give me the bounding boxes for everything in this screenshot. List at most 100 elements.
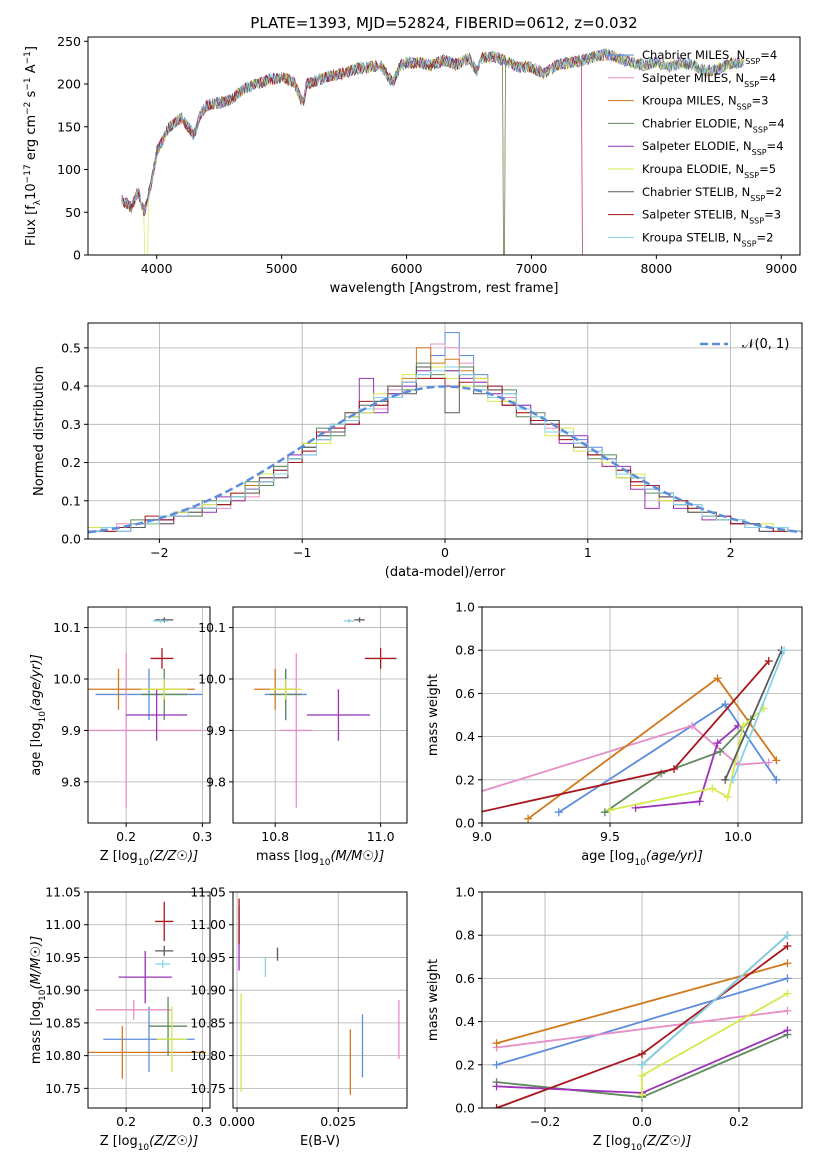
y-tick-label: 11.00 (190, 917, 226, 932)
y-axis-label: mass weight (426, 674, 441, 756)
weight-marker (772, 756, 781, 765)
x-axis-label: E(B-V) (300, 1134, 340, 1149)
x-tick-label: 0.025 (320, 1114, 356, 1129)
weight-marker (764, 758, 773, 767)
x-tick-label: 0.2 (116, 1114, 136, 1129)
weight-marker (492, 1082, 501, 1091)
weight-marker (492, 1060, 501, 1069)
axes-frame (232, 891, 408, 1109)
y-tick-label: 0.2 (61, 455, 81, 470)
panel-4: 9.0 9.5 10.0 0.0 0.2 0.4 0.6 0.8 1.0 age [log10(a… (426, 600, 803, 868)
y-tick-label: 50 (65, 205, 81, 220)
weight-marker (670, 765, 678, 773)
y-tick-label: 9.8 (206, 774, 226, 789)
panel-6: 0.000 0.025 10.75 10.80 10.85 10.90 10.95 11.00… (190, 885, 408, 1149)
y-tick-label: 0.6 (455, 686, 475, 701)
y-tick-label: 0.4 (61, 379, 81, 394)
weight-marker (783, 942, 792, 950)
weight-line (641, 934, 789, 1066)
panel-5: 0.2 0.3 10.75 10.80 10.85 10.90 10.95 11.00 11.0… (29, 885, 212, 1154)
x-axis-label: age [log10(age/yr)] (581, 849, 703, 868)
weight-marker (783, 989, 792, 998)
weight-marker (492, 1039, 501, 1048)
normal-curve (88, 385, 802, 534)
x-axis-label: (data-model)/error (385, 565, 506, 580)
panel-3: 10.8 11.0 9.8 9.9 10.0 10.1 mass [log10(M/M☉)] (198, 606, 408, 868)
x-tick-label: −0.2 (530, 1114, 560, 1129)
x-axis-label: Z [log10(Z/Z☉)] (100, 1134, 198, 1153)
y-tick-label: 10.90 (45, 983, 81, 998)
axes-frame (87, 606, 211, 824)
weight-marker (728, 775, 737, 784)
y-tick-label: 9.8 (61, 774, 81, 789)
y-tick-label: 0.4 (455, 729, 475, 744)
spectrum-line (121, 51, 744, 255)
y-tick-label: 0.8 (455, 643, 475, 658)
x-tick-label: 0.2 (116, 829, 136, 844)
y-tick-label: 0.0 (61, 532, 81, 547)
x-tick-label: 0.2 (729, 1114, 749, 1129)
legend-label: Chabrier ELODIE, NSSP=4 (642, 116, 785, 133)
y-tick-label: 10.0 (198, 672, 226, 687)
histogram-step (88, 366, 802, 532)
weight-marker (780, 646, 789, 655)
weight-line (558, 702, 778, 813)
weight-marker (783, 974, 792, 983)
y-tick-label: 10.1 (53, 620, 81, 635)
plot-area (88, 323, 802, 539)
y-tick-label: 0.6 (455, 971, 475, 986)
y-axis-label: Flux [fλ10−17 erg cm−2 s−1 A−1] (23, 46, 43, 246)
y-tick-label: 0.0 (455, 816, 475, 831)
x-tick-label: −2 (150, 545, 168, 560)
y-tick-label: 250 (57, 34, 81, 49)
x-tick-label: 11.0 (367, 829, 395, 844)
y-tick-label: 100 (57, 162, 81, 177)
y-tick-label: 10.85 (190, 1015, 226, 1030)
axes-frame (87, 36, 801, 256)
weight-marker (783, 959, 792, 968)
legend-label: Kroupa STELIB, NSSP=2 (642, 230, 773, 248)
panel-7: −0.2 0.0 0.2 0.0 0.2 0.4 0.6 0.8 1.0 Z [log10(Z/Z… (426, 885, 803, 1153)
weight-marker (687, 721, 696, 730)
legend-label: Kroupa ELODIE, NSSP=5 (642, 162, 776, 180)
weight-marker (554, 808, 563, 817)
weight-line (635, 725, 739, 809)
weight-line (496, 1009, 788, 1049)
legend-label: Chabrier MILES, NSSP=4 (642, 48, 777, 66)
weight-marker (772, 775, 781, 784)
weight-marker (721, 775, 730, 784)
weight-line (482, 724, 769, 793)
x-tick-label: 0.3 (192, 829, 212, 844)
x-tick-label: 6000 (391, 261, 423, 276)
chart-title: PLATE=1393, MJD=52824, FIBERID=0612, z=0… (250, 14, 637, 32)
weight-marker (638, 1050, 646, 1058)
axes-frame (87, 891, 211, 1109)
x-tick-label: 2 (727, 545, 735, 560)
y-tick-label: 0.4 (455, 1014, 475, 1029)
weight-marker (638, 1060, 646, 1069)
y-tick-label: 10.75 (45, 1081, 81, 1096)
spectrum-line (121, 47, 744, 214)
y-tick-label: 11.05 (190, 885, 226, 900)
weight-marker (721, 700, 730, 709)
legend-label: Salpeter STELIB, NSSP=3 (642, 208, 781, 226)
weight-marker (739, 721, 748, 730)
y-tick-label: 9.9 (61, 723, 81, 738)
y-tick-label: 0.8 (455, 928, 475, 943)
weight-marker (783, 931, 792, 940)
x-tick-label: −1 (293, 545, 311, 560)
weight-marker (638, 1071, 646, 1080)
y-axis-label: mass weight (426, 959, 441, 1041)
weight-marker (492, 1104, 501, 1108)
panel-2: 0.2 0.3 9.8 9.9 10.0 10.1 Z [log10(Z/Z☉)] age [… (29, 606, 212, 868)
x-axis-label: Z [log10(Z/Z☉)] (100, 849, 198, 868)
x-axis-label: wavelength [Angstrom, rest frame] (330, 281, 559, 296)
plot-area (482, 607, 802, 823)
legend-label: Chabrier STELIB, NSSP=2 (642, 185, 782, 203)
x-tick-label: 10.8 (261, 829, 289, 844)
y-tick-label: 11.05 (45, 885, 81, 900)
x-tick-label: 1 (584, 545, 592, 560)
x-axis-label: mass [log10(M/M☉)] (256, 849, 384, 868)
weight-line (604, 718, 752, 813)
weight-line (496, 962, 788, 1045)
